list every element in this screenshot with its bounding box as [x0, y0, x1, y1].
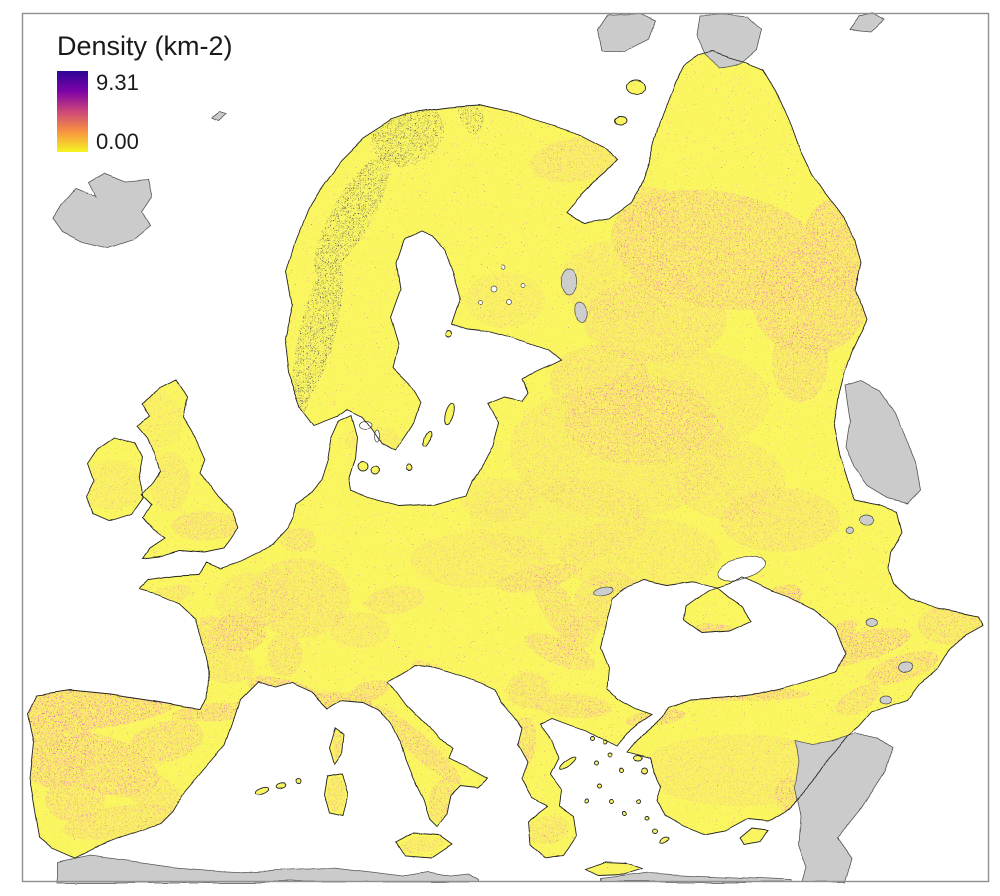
iceland [51, 171, 153, 249]
kolguev-no-data [597, 12, 656, 51]
novaya-zemlya-tip [847, 12, 885, 33]
lakes [359, 265, 913, 705]
jan-mayen [210, 111, 227, 122]
legend: Density (km-2) 9.31 0.00 [57, 31, 233, 154]
north-africa-west [57, 854, 481, 883]
legend-min-label: 0.00 [96, 129, 139, 154]
kanin-no-data [696, 13, 763, 69]
dark-speckle-overlay [289, 85, 484, 420]
no-data-regions [51, 12, 921, 883]
legend-title: Density (km-2) [57, 31, 233, 61]
legend-colorbar [57, 71, 88, 152]
trans-ural-no-data [844, 379, 921, 504]
high-density-overlay [15, 137, 982, 854]
levant [793, 732, 894, 883]
map-frame [21, 12, 990, 883]
legend-max-label: 9.31 [96, 70, 139, 95]
